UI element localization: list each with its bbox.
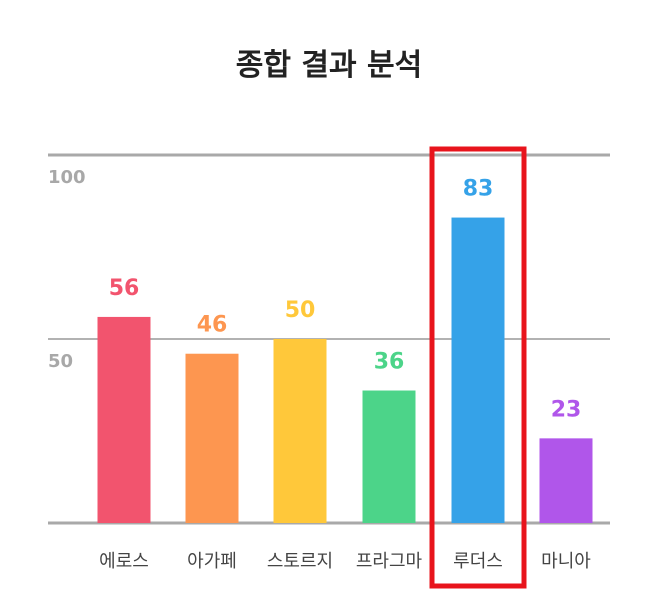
highlight-box [429,146,527,589]
x-tick-label: 마니아 [541,551,591,572]
chart-title: 종합 결과 분석 [235,48,423,83]
data-label: 46 [197,313,228,338]
bar-프라그마 [362,390,416,523]
data-label: 50 [285,298,316,323]
x-tick-label: 루더스 [453,551,503,572]
data-label: 23 [551,397,582,422]
bar-스토르지 [273,339,327,523]
bar-아가페 [185,353,239,523]
x-tick-label: 프라그마 [356,551,423,572]
data-label: 56 [109,276,140,301]
data-label: 83 [463,177,494,202]
x-tick-label: 에로스 [99,551,149,572]
x-tick-label: 아가페 [187,551,237,572]
y-tick-label: 50 [48,351,73,372]
bar-에로스 [97,316,151,523]
y-tick-label: 100 [48,167,86,188]
data-label: 36 [374,350,405,375]
x-tick-label: 스토르지 [267,551,333,572]
bar-마니아 [539,438,593,523]
bar-루더스 [451,217,505,523]
